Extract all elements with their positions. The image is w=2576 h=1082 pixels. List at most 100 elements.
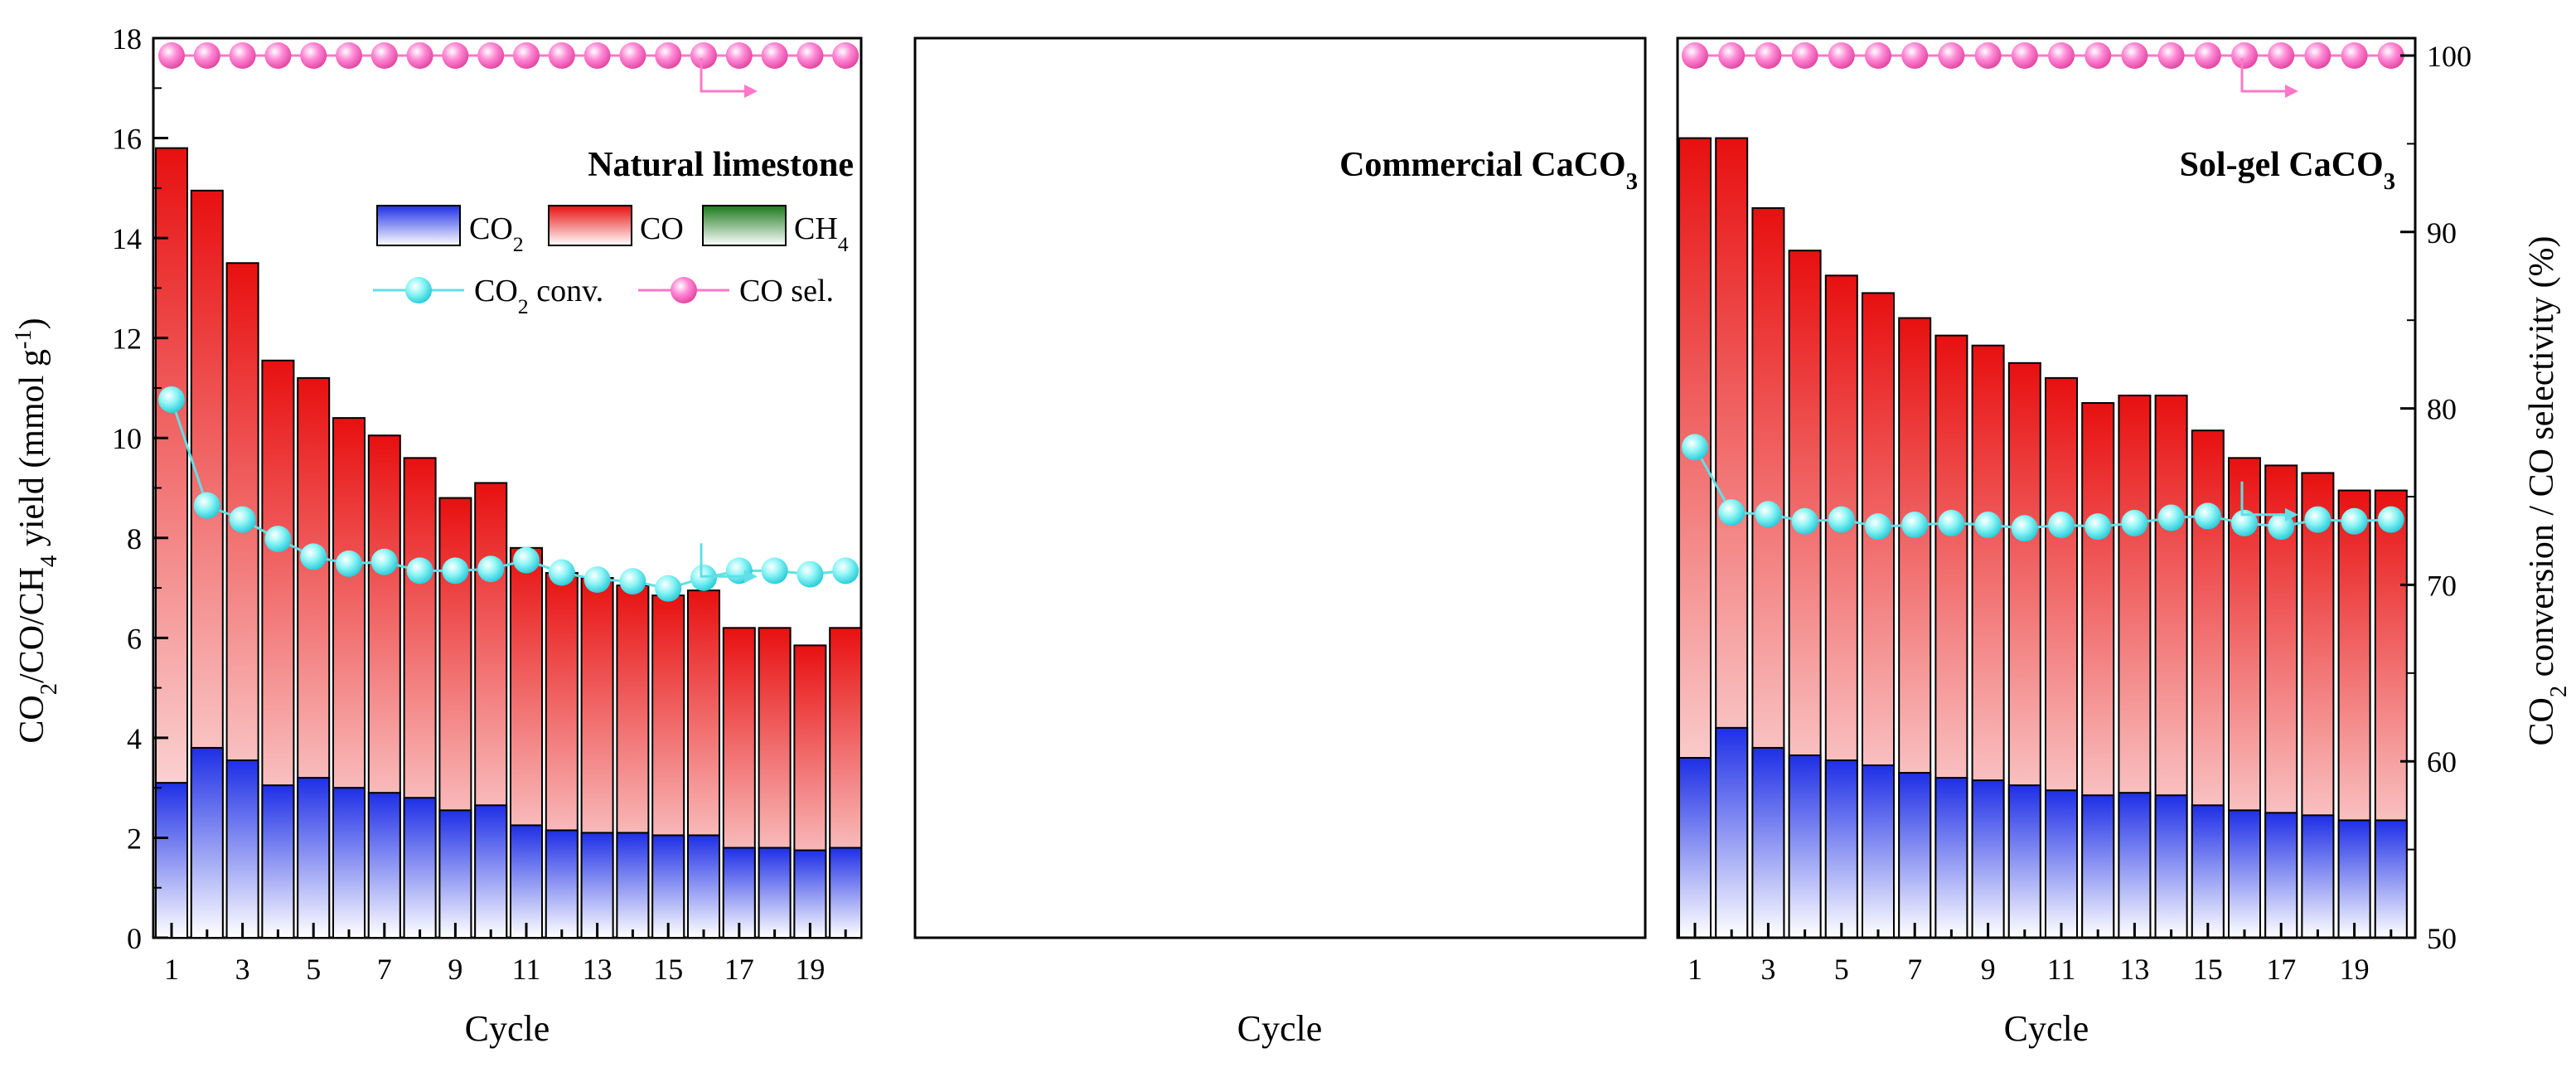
point-co2-conv	[1755, 501, 1782, 528]
y-left-tick-label: 12	[112, 323, 142, 356]
point-co2-conv	[2341, 507, 2368, 535]
legend: CO2 CO CH4 CO2 conv. CO sel.	[373, 205, 849, 318]
point-co2-conv	[690, 564, 717, 591]
bar-co2	[2337, 819, 2371, 939]
x-tick-label: 9	[1981, 953, 1996, 986]
axis-arrow-head	[2285, 507, 2298, 522]
bar-co2	[651, 834, 685, 939]
point-co-sel	[2157, 42, 2185, 69]
point-co2-conv	[336, 550, 362, 577]
legend-swatch-co2	[376, 205, 461, 246]
point-co2-conv	[2121, 509, 2148, 536]
x-tick-label: 19	[795, 953, 825, 986]
legend-label-co: CO	[640, 211, 684, 246]
bar-co2	[332, 787, 366, 939]
point-co-sel	[406, 42, 433, 69]
legend-label-co2: CO2	[469, 211, 524, 256]
x-tick-label: 7	[1907, 953, 1922, 986]
legend-swatch-co	[548, 205, 632, 246]
bar-co2	[297, 777, 331, 939]
point-co2-conv	[1901, 512, 1929, 539]
bar-co2	[474, 804, 508, 939]
point-co2-conv	[300, 543, 327, 570]
point-co2-conv	[548, 559, 575, 586]
point-co-sel	[2341, 42, 2368, 69]
bar-co2	[1824, 759, 1858, 939]
point-co-sel	[513, 42, 540, 69]
bar-co2	[1971, 779, 2005, 939]
point-co-sel	[1682, 42, 1708, 69]
bar-co2	[225, 759, 259, 939]
x-tick-label: 17	[724, 953, 754, 986]
point-co2-conv	[2085, 513, 2112, 541]
x-tick-label: 7	[377, 953, 392, 986]
point-co-sel	[548, 42, 575, 69]
bar-co2	[1678, 757, 1712, 939]
point-co2-conv	[406, 557, 433, 585]
point-co-sel	[1974, 42, 2002, 69]
y-right-tick-label: 80	[2427, 393, 2457, 426]
y-left-tick-label: 6	[127, 622, 142, 655]
y-left-tick-label: 10	[112, 422, 142, 455]
point-co-sel	[655, 42, 682, 69]
point-co2-conv	[2011, 515, 2038, 542]
bar-co2	[829, 847, 863, 939]
point-co-sel	[1755, 42, 1782, 69]
point-co2-conv	[2048, 512, 2075, 539]
point-co2-conv	[1974, 512, 2002, 539]
legend-label-co-sel: CO sel.	[739, 274, 834, 308]
point-co2-conv	[158, 386, 185, 413]
point-co-sel	[2048, 42, 2075, 69]
y-right-tick-label: 100	[2427, 40, 2472, 73]
axis-arrow	[2240, 481, 2285, 517]
y-left-tick-label: 16	[112, 123, 142, 156]
point-co-sel	[2268, 42, 2295, 69]
point-co2-conv	[1682, 434, 1708, 461]
y-left-axis-title: CO2/CO/CH4 yield (mmol g-1)	[11, 318, 62, 743]
point-co-sel	[2231, 42, 2258, 69]
bar-co2	[1934, 777, 1968, 939]
panel-title: Natural limestone	[588, 146, 854, 184]
panel-title: Commercial CaCO3	[1339, 146, 1638, 195]
bar-co2	[1862, 764, 1895, 939]
bar-co2	[2007, 784, 2041, 939]
axis-arrow	[700, 543, 744, 578]
point-co2-conv	[1718, 499, 1746, 526]
plot-frame	[913, 36, 1647, 939]
axis-arrow-head	[744, 570, 758, 584]
bar-co2	[2191, 804, 2225, 939]
x-tick-label: 13	[583, 953, 613, 986]
point-co2-conv	[264, 526, 292, 553]
point-co2-conv	[2377, 506, 2404, 533]
point-co-sel	[797, 42, 824, 69]
point-co2-conv	[1828, 506, 1855, 533]
point-co2-conv	[619, 568, 646, 595]
x-axis-title: Cycle	[2004, 1008, 2089, 1049]
point-co2-conv	[2157, 504, 2185, 531]
bar-co2	[2228, 809, 2261, 939]
point-co-sel	[158, 42, 185, 69]
point-co2-conv	[2194, 502, 2221, 530]
point-co-sel	[2085, 42, 2112, 69]
plot-frame	[1676, 36, 2417, 939]
x-tick-label: 11	[512, 953, 541, 986]
bar-co2	[1788, 754, 1822, 939]
bar-co2	[580, 832, 614, 939]
point-co-sel	[336, 42, 362, 69]
x-tick-label: 13	[2119, 953, 2149, 986]
x-tick-label: 15	[2193, 953, 2223, 986]
bar-co2	[1898, 772, 1932, 939]
point-co2-conv	[229, 506, 256, 533]
y-left-tick-label: 18	[112, 22, 142, 56]
x-tick-label: 9	[448, 953, 462, 986]
bar-co2	[438, 809, 472, 939]
x-tick-label: 17	[2266, 953, 2296, 986]
x-tick-label: 5	[1834, 953, 1849, 986]
bar-co2	[367, 792, 401, 939]
point-co-sel	[583, 42, 611, 69]
point-co-sel	[2304, 42, 2331, 69]
point-co-sel	[442, 42, 469, 69]
